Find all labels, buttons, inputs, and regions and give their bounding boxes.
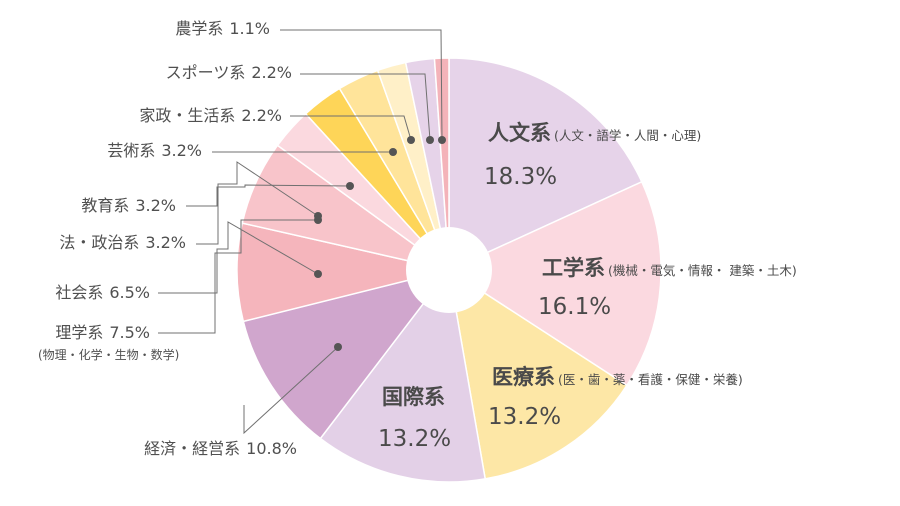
- slice-0-wedge: [448, 57, 643, 272]
- slice-5-label-value-text: 7.5%: [109, 323, 150, 342]
- slice-1-value-value-text: 16.1%: [538, 294, 611, 320]
- slice-1-label-label: 工学系: [542, 256, 605, 280]
- slice-10-label: 家政・生活系 2.2%: [139, 106, 282, 125]
- slice-8-leader-line: [186, 184, 351, 207]
- slice-1-label-note: (機械・電気・情報・ 建築・土木): [608, 263, 797, 278]
- slice-1-value: 16.1%: [538, 294, 611, 320]
- slice-6-label-value-text: 6.5%: [109, 283, 150, 302]
- slice-5-leader-line: [158, 219, 318, 334]
- slice-3-label: 国際系: [382, 385, 445, 409]
- slice-8-leader-dot: [346, 182, 354, 190]
- slice-1-wedge: [447, 180, 662, 387]
- slice-4-wedge: [242, 268, 451, 440]
- slice-9-label-label: 芸術系: [107, 141, 155, 160]
- slice-3-wedge: [319, 268, 487, 483]
- slice-4-leader-line: [243, 346, 339, 435]
- slice-7-leader-line: [196, 161, 319, 245]
- slice-9-label: 芸術系 3.2%: [107, 141, 202, 160]
- slice-7-label-value-text: 3.2%: [145, 233, 186, 252]
- slice-4-label: 経済・経営系 10.8%: [144, 439, 297, 458]
- slice-10-leader-line: [290, 115, 412, 141]
- slice-0-value: 18.3%: [484, 164, 557, 190]
- slice-2-value: 13.2%: [488, 404, 561, 430]
- donut-hole: [406, 227, 492, 313]
- slice-12-label: 農学系 1.1%: [175, 19, 270, 38]
- slice-8-label-value-text: 3.2%: [135, 196, 176, 215]
- slice-4-leader-dot: [334, 343, 342, 351]
- slice-10-leader-dot: [407, 136, 415, 144]
- slice-3-value-value-text: 13.2%: [378, 426, 451, 452]
- slice-6-label-label: 社会系: [55, 283, 103, 302]
- slice-5-label: 理学系 7.5%: [55, 323, 150, 342]
- slice-5-note: (物理・化学・生物・数学): [38, 347, 179, 362]
- slice-7-label: 法・政治系 3.2%: [59, 233, 186, 252]
- slice-6-label: 社会系 6.5%: [55, 283, 150, 302]
- slice-10-label-label: 家政・生活系: [139, 106, 235, 125]
- slice-2-wedge: [447, 268, 628, 480]
- slice-12-label-value-text: 1.1%: [229, 19, 270, 38]
- slice-12-leader-dot: [438, 136, 446, 144]
- slice-11-leader-dot: [426, 136, 434, 144]
- slice-0-value-value-text: 18.3%: [484, 164, 557, 190]
- slice-10-label-value-text: 2.2%: [241, 106, 282, 125]
- slice-11-label: スポーツ系 2.2%: [166, 63, 292, 82]
- slice-7-leader-dot: [314, 212, 322, 220]
- slice-8-label: 教育系 3.2%: [81, 196, 176, 215]
- slice-11-leader-line: [300, 73, 431, 141]
- slice-5-label-label: 理学系: [55, 323, 103, 342]
- slice-3-value: 13.2%: [378, 426, 451, 452]
- slice-1-label: 工学系 (機械・電気・情報・ 建築・土木): [542, 256, 797, 280]
- slice-7-label-label: 法・政治系: [59, 233, 139, 252]
- slice-11-label-value-text: 2.2%: [251, 63, 292, 82]
- slice-8-label-label: 教育系: [81, 196, 129, 215]
- slice-9-label-value-text: 3.2%: [161, 141, 202, 160]
- slice-2-label-note: (医・歯・薬・看護・保健・栄養): [558, 372, 743, 387]
- slice-0-label-note: (人文・語学・人間・心理): [554, 128, 701, 143]
- slice-6-leader-line: [158, 221, 319, 294]
- slice-9-leader-dot: [389, 148, 397, 156]
- slice-3-label-label: 国際系: [382, 385, 445, 409]
- slice-0-label: 人文系 (人文・語学・人間・心理): [488, 121, 701, 145]
- slice-2-label: 医療系 (医・歯・薬・看護・保健・栄養): [492, 365, 743, 389]
- slice-0-label-label: 人文系: [488, 121, 551, 145]
- slice-5-wedge: [236, 222, 450, 323]
- slice-12-leader-line: [280, 29, 443, 141]
- slice-11-label-label: スポーツ系: [166, 63, 246, 82]
- slice-4-label-value-text: 10.8%: [246, 439, 297, 458]
- slice-2-value-value-text: 13.2%: [488, 404, 561, 430]
- slice-4-label-label: 経済・経営系: [144, 439, 240, 458]
- slice-6-leader-dot: [314, 270, 322, 278]
- slice-12-label-label: 農学系: [175, 19, 223, 38]
- slice-2-label-label: 医療系: [492, 365, 555, 389]
